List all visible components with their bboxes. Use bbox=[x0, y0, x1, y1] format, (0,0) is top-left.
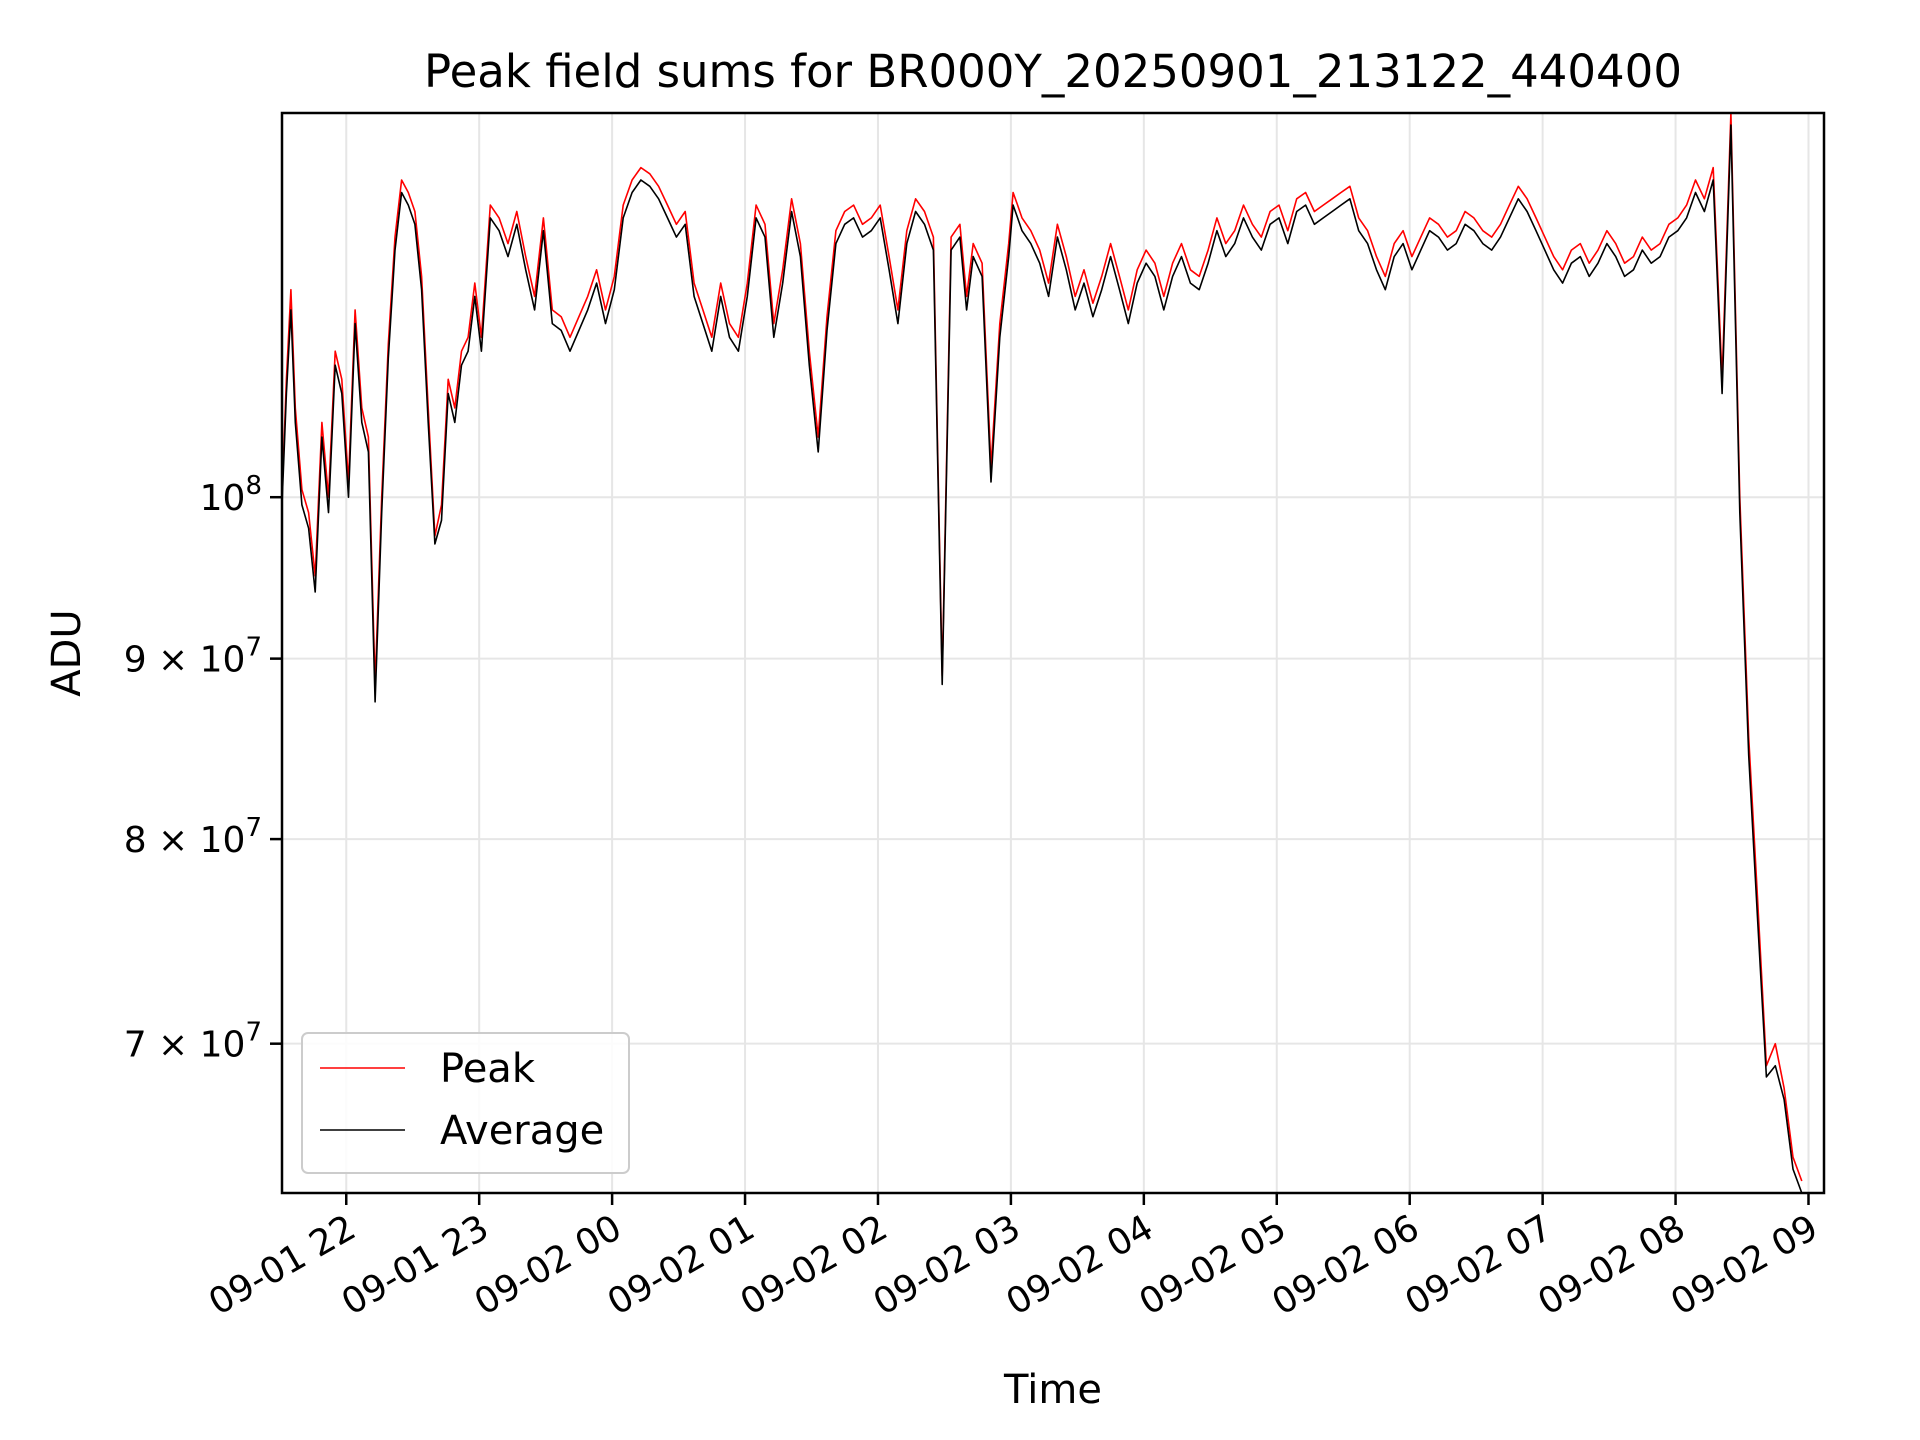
series-line-average bbox=[282, 124, 1803, 1193]
series-lines bbox=[282, 113, 1803, 1193]
y-tick-label: 7 × 107 bbox=[124, 1018, 262, 1066]
plot-frame bbox=[280, 111, 1826, 1195]
series-line-peak bbox=[282, 113, 1803, 1182]
y-tick-label: 9 × 107 bbox=[124, 633, 262, 681]
legend-peak-label: Peak bbox=[440, 1046, 536, 1092]
y-tick-label: 8 × 107 bbox=[124, 813, 262, 861]
y-tick-label: 108 bbox=[200, 471, 262, 519]
x-axis-label: Time bbox=[1003, 1367, 1102, 1413]
chart-title: Peak field sums for BR000Y_20250901_2131… bbox=[424, 45, 1682, 98]
legend-average-label: Average bbox=[440, 1108, 604, 1154]
legend: Peak Average bbox=[301, 1032, 630, 1174]
grid bbox=[282, 113, 1824, 1193]
y-axis-ticks: 7 × 107 8 × 107 9 × 107 108 bbox=[124, 471, 282, 1066]
y-axis-label: ADU bbox=[44, 609, 90, 696]
